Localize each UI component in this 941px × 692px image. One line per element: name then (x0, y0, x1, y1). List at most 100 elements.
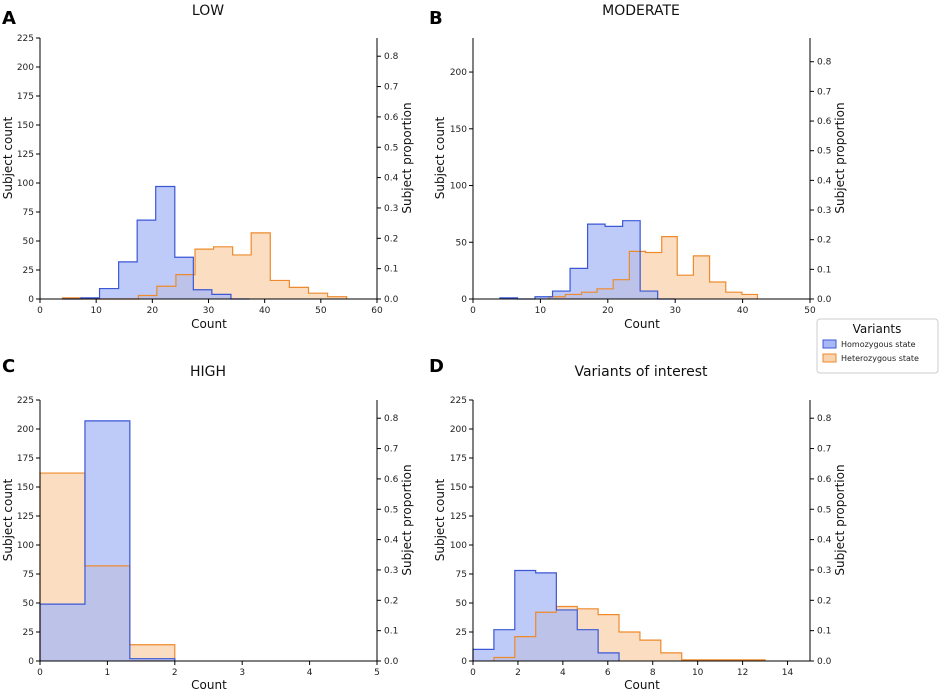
panel-d-letter: D (429, 356, 444, 377)
panel-a-y-tick-label: 75 (23, 208, 34, 218)
legend-title: Variants (853, 322, 902, 336)
panel-a-homozygous-bar-5 (156, 186, 175, 299)
panel-a-y-tick-label: 150 (17, 121, 34, 131)
panel-a-homozygous-fill (62, 186, 250, 299)
panel-c-right-tick-label: 0.1 (384, 627, 398, 637)
panel-b-plot-area: 0 10 20 30 40 50 0 50 100 150 200 0.0 0.1 0.2 0.3 0.4 0.… (450, 38, 832, 316)
panel-d-x-tick-label: 12 (737, 668, 748, 678)
panel-c-heterozygous-outline (39, 472, 176, 661)
panel-d-plot-area: 0 2 4 6 8 10 12 14 0 25 50 75 100 125 150 175 200 225 0.0 0… (450, 396, 832, 678)
panel-b-y-tick-label: 100 (450, 182, 467, 192)
panel-a-right-tick-label: 0.8 (384, 52, 399, 62)
legend-label-homozygous: Homozygous state (841, 340, 916, 349)
panel-a-homozygous-outline (62, 185, 250, 300)
panel-b-heterozygous-bar-7 (662, 237, 678, 299)
panel-d-homozygous-bar-5 (577, 630, 598, 661)
panel-b-heterozygous-bar-8 (677, 275, 693, 299)
panel-a-letter: A (2, 8, 16, 29)
legend-swatch-homozygous (822, 339, 837, 349)
panel-d-y-tick-label: 50 (456, 599, 468, 609)
panel-d-right-tick-label: 0.6 (817, 475, 832, 485)
panel-a-homozygous-bar-4 (137, 220, 156, 299)
panel-b-right-tick-label: 0.0 (817, 295, 832, 305)
panel-b-heterozygous-bar-12 (742, 294, 758, 299)
panel-a-y-tick-label: 25 (23, 266, 34, 276)
panel-d-y-tick-label: 175 (450, 454, 467, 464)
panel-b-right-tick-label: 0.5 (817, 147, 831, 157)
panel-d-y-tick-label: 25 (456, 628, 467, 638)
panel-c-x-axis-label: Count (191, 678, 227, 692)
panel-c-right-tick-label: 0.4 (384, 536, 399, 546)
panel-c-right-tick-label: 0.6 (384, 475, 399, 485)
panel-d-y-tick-label: 150 (450, 483, 467, 493)
panel-c-y-tick-label: 50 (23, 599, 35, 609)
panel-c: C HIGH 0 1 2 3 4 502550751001251501752002250.… (1, 356, 414, 692)
panel-b-y-tick-label: 0 (461, 295, 467, 305)
panel-c-y-axis-label: Subject count (1, 478, 15, 561)
panel-c-x-tick-label: 3 (239, 668, 245, 678)
panel-c-title: HIGH (190, 364, 226, 380)
panel-c-homozygous-bar-0 (40, 604, 85, 661)
panel-b-right-tick-label: 0.1 (817, 265, 831, 275)
panel-c-x-tick-label: 2 (172, 668, 178, 678)
panel-a-plot-area: 0 10 20 30 40 50 60 0 25 50 75 100 125 150 175 200 225 0.… (17, 34, 399, 316)
panel-d-right-tick-label: 0.8 (817, 414, 832, 424)
panel-b-x-tick-label: 30 (669, 306, 681, 316)
panel-b-x-tick-label: 0 (470, 306, 476, 316)
panel-a: A LOW 0 10 20 30 40 50 60 0 25 50 75 100 125 150 175 20… (1, 3, 414, 331)
panel-b-right-tick-label: 0.4 (817, 176, 832, 186)
panel-a-heterozygous-bar-12 (289, 287, 308, 299)
panel-d-homozygous-outline (472, 569, 620, 661)
panel-a-heterozygous-bar-10 (251, 233, 270, 299)
panel-d-right-y-axis-label: Subject proportion (833, 464, 847, 575)
panel-d-x-axis-label: Count (624, 678, 660, 692)
panel-c-y-tick-label: 125 (17, 512, 34, 522)
panel-c-homozygous-bar-1 (85, 421, 130, 661)
panel-b-x-tick-label: 10 (535, 306, 547, 316)
panel-a-right-tick-label: 0.6 (384, 113, 399, 123)
panel-a-right-tick-label: 0.7 (384, 83, 398, 93)
panel-b-homozygous-bar-8 (640, 291, 658, 299)
panel-d-right-tick-label: 0.7 (817, 445, 831, 455)
panel-a-heterozygous-bar-8 (214, 247, 233, 299)
panel-b-homozygous-bar-6 (605, 226, 623, 299)
panel-c-right-tick-label: 0.5 (384, 505, 398, 515)
panel-d-title: Variants of interest (574, 364, 708, 380)
panel-a-y-tick-label: 0 (28, 295, 34, 305)
panel-d-y-tick-label: 100 (450, 541, 467, 551)
panel-d-y-tick-label: 225 (450, 396, 467, 406)
panel-a-x-tick-label: 50 (315, 306, 327, 316)
panel-a-heterozygous-bar-9 (233, 255, 252, 299)
panel-a-x-tick-label: 20 (147, 306, 159, 316)
panel-c-right-y-axis-label: Subject proportion (400, 464, 414, 575)
panel-b-title: MODERATE (602, 3, 680, 19)
panel-a-heterozygous-fill (62, 232, 347, 299)
panel-d-y-tick-label: 0 (461, 657, 467, 667)
panel-b-homozygous-bar-3 (553, 291, 571, 299)
panel-c-y-tick-label: 200 (17, 425, 34, 435)
panel-c-right-tick-label: 0.7 (384, 445, 398, 455)
panel-d-x-tick-label: 6 (605, 668, 611, 678)
panel-c-right-tick-label: 0.8 (384, 414, 399, 424)
panel-c-homozygous-fill (40, 420, 175, 661)
panel-a-right-tick-label: 0.5 (384, 143, 398, 153)
panel-c-right-tick-label: 0.0 (384, 657, 399, 667)
panel-c-y-tick-label: 25 (23, 628, 34, 638)
panel-c-homozygous-outline (39, 420, 176, 661)
legend-label-heterozygous: Heterozygous state (841, 354, 919, 363)
panel-b-heterozygous-bar-9 (693, 256, 709, 299)
panel-d-heterozygous-bar-6 (619, 632, 640, 661)
panel-c-right-tick-label: 0.3 (384, 566, 398, 576)
panel-b-y-tick-label: 150 (450, 125, 467, 135)
panel-a-y-tick-label: 225 (17, 34, 34, 44)
panel-c-y-tick-label: 100 (17, 541, 34, 551)
panel-d-y-tick-label: 125 (450, 512, 467, 522)
panel-a-y-tick-label: 175 (17, 92, 34, 102)
panel-a-y-tick-label: 125 (17, 150, 34, 160)
panel-d-homozygous-fill (473, 570, 620, 661)
legend-swatch-heterozygous (822, 353, 837, 363)
panel-d-x-tick-label: 8 (650, 668, 656, 678)
panel-b-right-tick-label: 0.7 (817, 87, 831, 97)
panel-b-y-axis-label: Subject count (433, 116, 447, 199)
panel-b-right-tick-label: 0.3 (817, 206, 831, 216)
